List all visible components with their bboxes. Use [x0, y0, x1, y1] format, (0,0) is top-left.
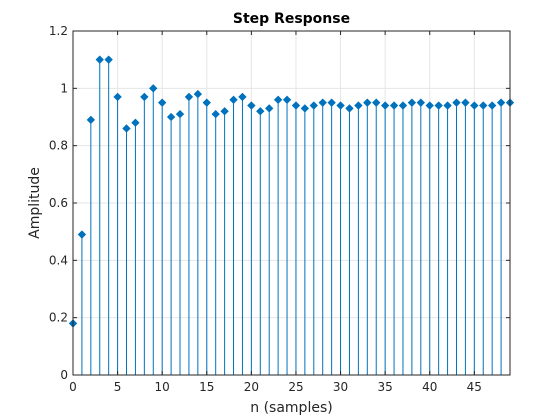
stem-marker: [407, 98, 417, 107]
stem-marker: [175, 109, 185, 119]
stem-marker: [247, 101, 256, 110]
stem-marker: [434, 101, 443, 110]
x-tick-label: 40: [422, 380, 437, 394]
x-tick-label: 25: [288, 380, 303, 394]
stem-marker: [452, 98, 461, 107]
stem-marker: [86, 115, 96, 125]
stem-marker: [380, 101, 390, 110]
stem-marker: [309, 101, 318, 110]
stem-marker: [95, 55, 104, 64]
stem-marker: [265, 104, 274, 113]
stem-marker: [104, 55, 113, 64]
stem-marker: [425, 101, 434, 110]
stem-marker: [372, 98, 381, 107]
stem-marker: [113, 92, 122, 102]
stem-marker: [202, 98, 211, 107]
stem-marker: [470, 101, 479, 110]
stem-marker: [282, 95, 292, 104]
x-tick-label: 30: [333, 380, 348, 394]
stem-marker: [131, 118, 140, 127]
stem-marker: [229, 95, 238, 104]
stem-marker: [327, 98, 336, 107]
x-tick-label: 35: [378, 380, 393, 394]
y-tick-label: 0.2: [49, 311, 68, 325]
stem-marker: [220, 107, 229, 116]
x-tick-label: 45: [467, 380, 482, 394]
stem-marker: [443, 101, 452, 110]
y-tick-label: 1: [60, 81, 68, 95]
stem-marker: [273, 95, 283, 104]
stem-marker: [77, 230, 87, 239]
y-tick-label: 0: [60, 368, 68, 382]
stem-marker: [291, 101, 301, 110]
x-tick-label: 10: [155, 380, 170, 394]
stem-marker: [300, 104, 310, 113]
stem-marker: [122, 124, 131, 133]
stem-marker: [166, 112, 176, 122]
stem-marker: [140, 92, 149, 102]
stem-marker: [238, 92, 247, 102]
x-tick-label: 0: [69, 380, 77, 394]
stem-marker: [345, 104, 354, 113]
y-axis-label: Amplitude: [27, 167, 43, 239]
stem-marker: [363, 98, 372, 107]
stem-marker: [184, 92, 194, 102]
stem-marker: [149, 84, 158, 93]
y-tick-label: 0.8: [49, 139, 68, 153]
stem-marker: [158, 98, 167, 107]
stem-marker: [496, 98, 506, 107]
stem-marker: [193, 89, 203, 99]
stem-marker: [256, 107, 265, 116]
x-tick-label: 15: [199, 380, 214, 394]
stem-marker: [354, 101, 363, 110]
x-axis-label: n (samples): [250, 400, 332, 416]
y-tick-label: 0.6: [49, 196, 68, 210]
stem-marker: [389, 101, 399, 110]
stem-marker: [461, 98, 470, 107]
stem-marker: [318, 98, 327, 107]
stem-marker: [479, 101, 488, 110]
y-tick-label: 1.2: [49, 24, 68, 38]
x-tick-label: 20: [244, 380, 259, 394]
x-tick-label: 5: [114, 380, 122, 394]
stem-series: [68, 55, 515, 375]
stem-marker: [398, 101, 408, 110]
axis-ticks: 0 5 10 15 20 25 30 35 40 45 0 0.2 0.4 0.6 0.8 1 1.2: [49, 24, 510, 394]
stem-marker: [211, 109, 220, 119]
chart-title: Step Response: [233, 11, 350, 27]
stem-marker: [336, 101, 345, 110]
stem-marker: [416, 98, 425, 107]
stem-marker: [487, 101, 497, 110]
y-tick-label: 0.4: [49, 253, 68, 267]
